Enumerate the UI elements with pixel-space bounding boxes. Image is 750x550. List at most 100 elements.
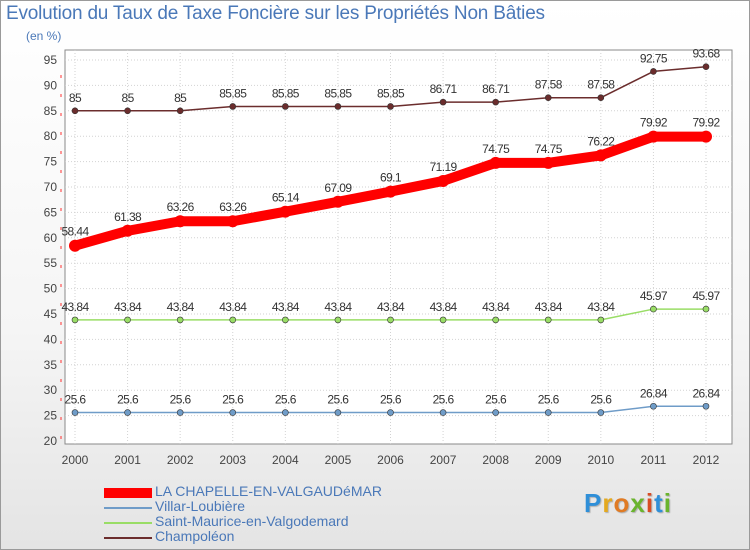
legend-swatch xyxy=(104,522,152,524)
data-point xyxy=(544,94,552,101)
data-point xyxy=(176,316,184,324)
data-label: 25.6 xyxy=(485,393,507,407)
x-tick-label: 2005 xyxy=(325,453,352,467)
data-point xyxy=(124,316,131,324)
data-point xyxy=(597,409,605,416)
data-label: 86.71 xyxy=(430,82,458,96)
data-label: 58.44 xyxy=(61,225,89,239)
legend-swatch xyxy=(104,537,152,539)
data-point xyxy=(702,63,710,71)
chart-title: Evolution du Taux de Taxe Foncière sur l… xyxy=(6,3,545,24)
data-point xyxy=(387,103,394,110)
data-point xyxy=(334,103,342,110)
data-point xyxy=(544,316,552,324)
data-label: 25.6 xyxy=(590,393,612,407)
data-point xyxy=(544,409,552,416)
legend-label: LA CHAPELLE-EN-VALGAUDéMAR xyxy=(155,483,382,499)
data-label: 65.14 xyxy=(272,191,300,205)
data-point xyxy=(229,103,237,110)
data-label: 43.84 xyxy=(272,300,300,314)
data-point xyxy=(647,130,660,143)
x-tick-label: 2009 xyxy=(535,453,562,467)
y-tick-label: 35 xyxy=(44,358,58,372)
data-point xyxy=(229,316,237,324)
data-label: 43.84 xyxy=(167,300,195,314)
data-label: 25.6 xyxy=(380,393,402,407)
data-label: 26.84 xyxy=(692,386,720,400)
data-label: 43.84 xyxy=(114,300,142,314)
x-tick-label: 2007 xyxy=(430,453,457,467)
data-label: 25.6 xyxy=(65,393,87,407)
data-point xyxy=(437,174,450,187)
y-axis-unit: (en %) xyxy=(26,29,62,43)
data-point xyxy=(387,409,394,416)
data-point xyxy=(331,195,344,208)
data-point xyxy=(439,316,447,324)
y-tick-label: 85 xyxy=(44,104,58,118)
data-point xyxy=(334,316,342,324)
x-tick-label: 2001 xyxy=(114,453,141,467)
data-point xyxy=(594,149,607,162)
x-tick-label: 2008 xyxy=(482,453,509,467)
plot-area xyxy=(64,49,733,445)
data-point xyxy=(702,305,710,313)
data-point xyxy=(387,316,394,324)
data-label: 69.1 xyxy=(380,171,402,185)
data-point xyxy=(492,98,499,106)
data-label: 25.6 xyxy=(275,393,297,407)
legend-label: Champoléon xyxy=(155,528,235,544)
data-label: 25.6 xyxy=(327,393,349,407)
data-label: 43.84 xyxy=(482,300,510,314)
data-label: 85 xyxy=(122,91,135,105)
data-point xyxy=(176,107,184,115)
data-label: 92.75 xyxy=(640,51,668,65)
data-point xyxy=(439,409,447,416)
y-tick-label: 30 xyxy=(44,383,58,397)
data-point xyxy=(69,239,81,252)
data-point xyxy=(597,316,605,324)
x-tick-label: 2004 xyxy=(272,453,299,467)
data-label: 43.84 xyxy=(377,300,405,314)
y-tick-label: 95 xyxy=(44,53,58,67)
y-tick-label: 80 xyxy=(44,129,58,143)
data-label: 25.6 xyxy=(170,393,192,407)
data-label: 79.92 xyxy=(640,116,668,130)
data-label: 87.58 xyxy=(587,78,615,92)
data-point xyxy=(71,316,79,324)
legend-label: Villar-Loubière xyxy=(155,498,246,514)
data-point xyxy=(650,402,657,410)
data-label: 87.58 xyxy=(535,78,563,92)
data-point xyxy=(702,402,710,410)
data-label: 93.68 xyxy=(692,47,720,61)
data-point xyxy=(279,205,292,218)
legend-swatch xyxy=(104,507,152,509)
x-tick-label: 2002 xyxy=(167,453,194,467)
data-point xyxy=(71,107,79,115)
data-point xyxy=(334,409,342,416)
data-label: 43.84 xyxy=(61,300,89,314)
data-point xyxy=(492,409,499,416)
data-label: 85.85 xyxy=(377,86,405,100)
data-label: 63.26 xyxy=(219,200,247,214)
data-label: 45.97 xyxy=(640,289,668,303)
data-label: 74.75 xyxy=(482,142,510,156)
data-label: 25.6 xyxy=(433,393,455,407)
data-label: 71.19 xyxy=(430,160,458,174)
data-label: 43.84 xyxy=(535,300,563,314)
data-point xyxy=(124,409,131,416)
y-tick-label: 90 xyxy=(44,78,58,92)
data-point xyxy=(174,215,187,228)
data-label: 74.75 xyxy=(535,142,563,156)
data-point xyxy=(542,156,555,169)
y-tick-label: 65 xyxy=(44,205,58,219)
data-label: 85.85 xyxy=(219,86,247,100)
y-tick-label: 75 xyxy=(44,155,58,169)
x-tick-label: 2010 xyxy=(587,453,614,467)
y-tick-label: 40 xyxy=(44,332,58,346)
data-point xyxy=(700,130,712,143)
data-point xyxy=(384,185,397,198)
y-tick-label: 25 xyxy=(44,409,58,423)
data-label: 26.84 xyxy=(640,386,668,400)
data-label: 43.84 xyxy=(324,300,352,314)
